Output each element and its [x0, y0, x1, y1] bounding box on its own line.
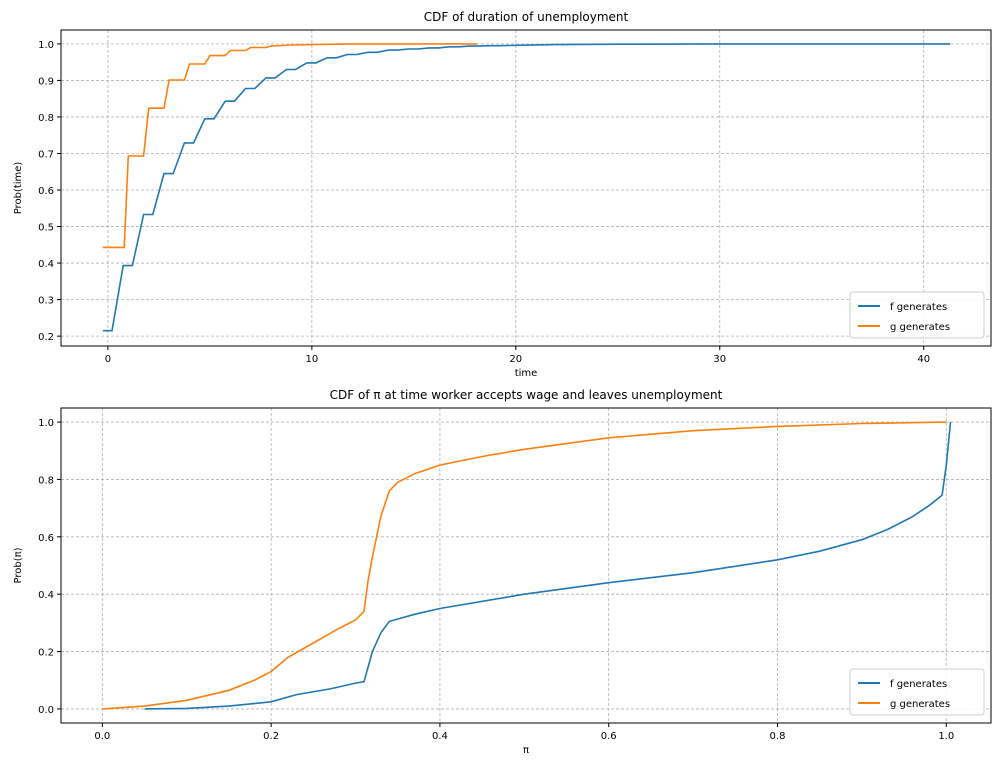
y-tick-label: 0.5	[38, 223, 54, 234]
x-tick-label: 0.2	[263, 731, 279, 742]
subplot-1: 0 10 20 30 40 0.2 0.3 0.4 0.5 0.6 0.7 0.8 0.9 1.0 CDF …	[13, 10, 992, 379]
legend-label: g generates	[890, 699, 950, 710]
y-tick-label: 0.0	[38, 705, 54, 716]
y-tick-label: 0.2	[38, 648, 54, 659]
legend: f generates g generates	[849, 668, 985, 716]
y-tick-label: 0.8	[38, 475, 54, 486]
legend-label: f generates	[890, 302, 947, 313]
x-tick-label: 10	[305, 354, 318, 365]
x-tick-label: 1.0	[938, 731, 954, 742]
legend-box	[849, 668, 985, 716]
legend-box	[849, 291, 985, 339]
axes-frame	[60, 407, 992, 724]
series-line-g-generates	[102, 43, 478, 249]
y-tick-label: 0.3	[38, 296, 54, 307]
y-tick-label: 1.0	[38, 40, 54, 51]
y-tick-label: 0.7	[38, 149, 54, 160]
axes-frame	[60, 29, 992, 347]
x-tick-label: 0.8	[770, 731, 786, 742]
legend-label: f generates	[890, 679, 947, 690]
y-tick-label: 0.6	[38, 186, 54, 197]
y-tick-label: 0.9	[38, 76, 54, 87]
y-tick-label: 0.6	[38, 533, 54, 544]
y-tick-label: 0.4	[38, 259, 54, 270]
x-tick-label: 0.0	[94, 731, 110, 742]
series-line-g-generates	[102, 421, 947, 710]
y-tick-label: 0.2	[38, 332, 54, 343]
y-axis-label: Prob(π)	[13, 547, 24, 583]
series-line-f-generates	[144, 422, 952, 710]
x-tick-label: 30	[713, 354, 726, 365]
x-axis-label: π	[523, 745, 529, 756]
subplot-2: 0.0 0.2 0.4 0.6 0.8 1.0 0.0 0.2 0.4 0.6 0.8 1.0 CDF …	[13, 388, 992, 756]
y-tick-label: 0.8	[38, 113, 54, 124]
y-tick-label: 0.4	[38, 590, 54, 601]
legend: f generates g generates	[849, 291, 985, 339]
chart-title: CDF of duration of unemployment	[424, 10, 629, 24]
series-line-f-generates	[102, 43, 951, 332]
x-tick-label: 20	[509, 354, 522, 365]
y-axis-label: Prob(time)	[13, 162, 24, 215]
chart-title: CDF of π at time worker accepts wage and…	[330, 388, 723, 402]
y-tick-label: 1.0	[38, 418, 54, 429]
x-axis-label: time	[515, 368, 538, 379]
x-tick-label: 40	[917, 354, 930, 365]
x-tick-label: 0	[105, 354, 111, 365]
x-tick-label: 0.6	[601, 731, 617, 742]
legend-label: g generates	[890, 322, 950, 333]
x-tick-label: 0.4	[432, 731, 448, 742]
